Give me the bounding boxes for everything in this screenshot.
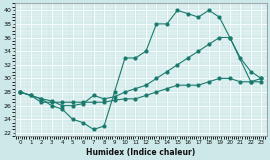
X-axis label: Humidex (Indice chaleur): Humidex (Indice chaleur) bbox=[86, 148, 195, 156]
